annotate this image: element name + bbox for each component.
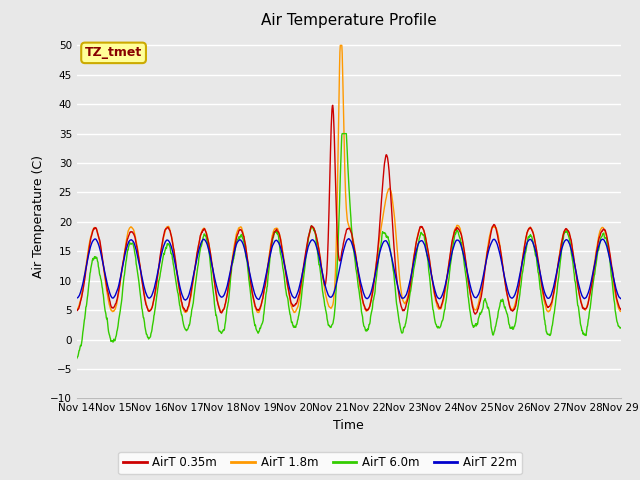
Legend: AirT 0.35m, AirT 1.8m, AirT 6.0m, AirT 22m: AirT 0.35m, AirT 1.8m, AirT 6.0m, AirT 2… [118,452,522,474]
Title: Air Temperature Profile: Air Temperature Profile [261,13,436,28]
Text: TZ_tmet: TZ_tmet [85,47,142,60]
Y-axis label: Air Temperature (C): Air Temperature (C) [31,155,45,277]
X-axis label: Time: Time [333,419,364,432]
